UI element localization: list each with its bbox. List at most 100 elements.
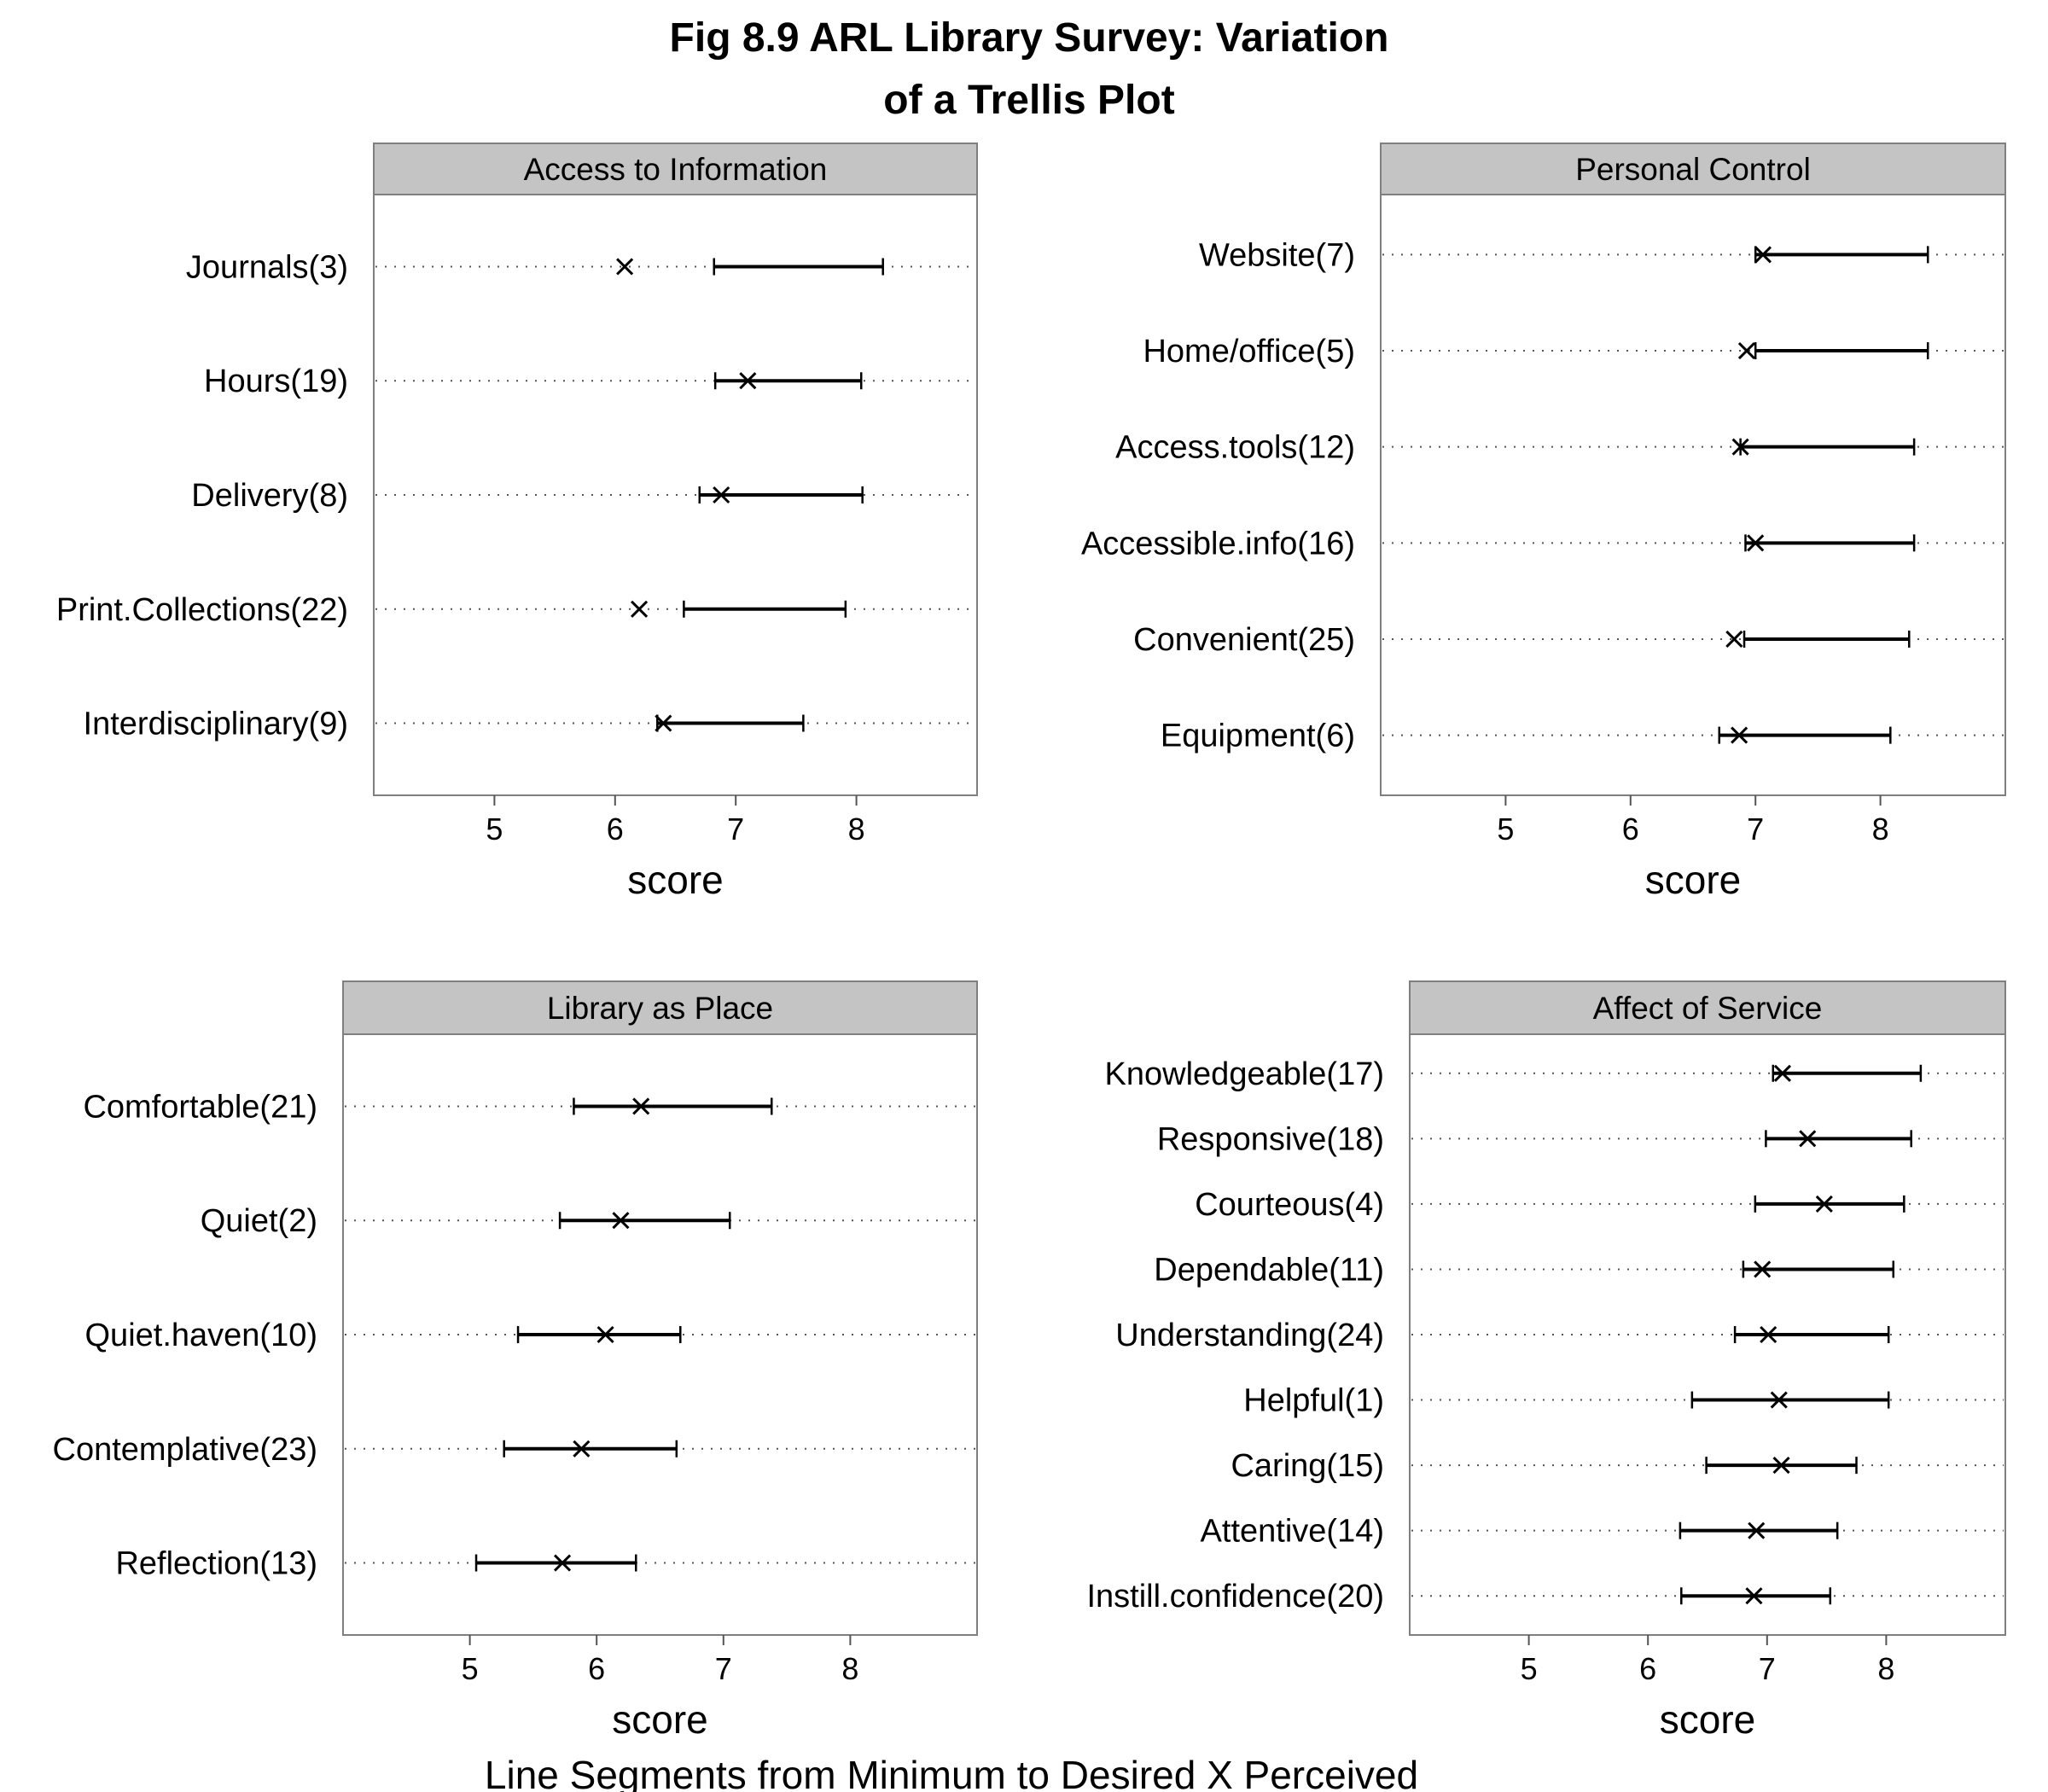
perceived-stroke-b: [596, 1325, 614, 1344]
panel-strip: [1380, 143, 2006, 195]
perceived-stroke-b: [1773, 1064, 1792, 1082]
row-label: Convenient(25): [1133, 622, 1355, 658]
perceived-stroke-b: [1799, 1130, 1817, 1148]
x-tick-label: 5: [1497, 812, 1514, 847]
panel-strip: [342, 980, 978, 1035]
row-label: Helpful(1): [1243, 1383, 1384, 1419]
perceived-stroke-b: [631, 600, 649, 618]
perceived-marker: [632, 1097, 650, 1115]
perceived-stroke-b: [1760, 1325, 1777, 1344]
panel-plot-box: [373, 194, 978, 796]
perceived-stroke-b: [632, 1097, 650, 1115]
perceived-marker: [1754, 246, 1772, 264]
perceived-stroke-b: [1745, 1587, 1763, 1605]
panel-access-to-information: Access to Information Journals(3) Hours(19…: [56, 143, 978, 902]
perceived-marker: [1772, 1457, 1790, 1475]
perceived-stroke-b: [1731, 726, 1748, 744]
x-tick-label: 8: [848, 812, 865, 847]
perceived-marker: [1760, 1325, 1777, 1344]
panel-affect-of-service: Affect of Service Knowledgeable(17) Respon…: [1086, 980, 2006, 1742]
row-label: Responsive(18): [1157, 1121, 1384, 1157]
perceived-marker: [616, 258, 634, 276]
x-tick-label: 8: [1877, 1651, 1894, 1686]
row-label: Understanding(24): [1115, 1318, 1384, 1353]
perceived-marker: [573, 1440, 591, 1457]
x-axis-title: score: [1645, 858, 1741, 902]
panel-strip-title: Access to Information: [524, 152, 828, 187]
row-label: Hours(19): [204, 364, 348, 399]
perceived-marker: [631, 600, 649, 618]
row-label: Courteous(4): [1195, 1187, 1384, 1223]
x-tick-label: 7: [1759, 1651, 1776, 1686]
row-label: Equipment(6): [1161, 719, 1355, 754]
perceived-stroke-b: [1737, 341, 1756, 360]
perceived-marker: [739, 372, 757, 390]
perceived-marker: [1747, 534, 1765, 552]
row-label: Home/office(5): [1143, 334, 1355, 369]
x-axis-title: score: [612, 1697, 707, 1742]
perceived-marker: [612, 1212, 630, 1230]
perceived-marker: [1754, 1260, 1772, 1278]
row-label: Website(7): [1199, 237, 1355, 273]
x-tick-label: 7: [1747, 812, 1764, 847]
perceived-stroke-b: [713, 486, 730, 504]
panel-plot-box: [1409, 1033, 2006, 1636]
perceived-marker: [1773, 1064, 1792, 1082]
row-label: Caring(15): [1231, 1448, 1384, 1484]
x-tick-label: 8: [1872, 812, 1889, 847]
row-label: Instill.confidence(20): [1086, 1579, 1384, 1615]
perceived-stroke-b: [1754, 1260, 1772, 1278]
x-axis-title: score: [627, 858, 723, 902]
row-label: Comfortable(21): [83, 1089, 317, 1125]
perceived-marker: [1725, 630, 1743, 649]
chart-title-line1: Fig 8.9 ARL Library Survey: Variation: [670, 15, 1389, 61]
perceived-stroke-b: [616, 258, 634, 276]
perceived-marker: [554, 1554, 572, 1572]
row-label: Accessible.info(16): [1081, 526, 1355, 561]
row-label: Contemplative(23): [53, 1432, 317, 1468]
x-tick-label: 8: [841, 1651, 858, 1686]
panels-group: Access to Information Journals(3) Hours(19…: [53, 143, 2006, 1742]
legend-text: Line Segments from Minimum to Desired X …: [485, 1753, 1418, 1792]
x-tick-label: 5: [1521, 1651, 1538, 1686]
row-label: Reflection(13): [115, 1546, 317, 1582]
perceived-marker: [1745, 1587, 1763, 1605]
perceived-marker: [655, 714, 672, 732]
row-label: Attentive(14): [1201, 1514, 1384, 1550]
perceived-stroke-b: [1747, 534, 1765, 552]
perceived-stroke-b: [1815, 1195, 1833, 1213]
row-label: Print.Collections(22): [56, 592, 348, 628]
perceived-stroke-b: [1725, 630, 1743, 649]
panel-strip: [373, 143, 978, 195]
x-tick-label: 6: [588, 1651, 605, 1686]
perceived-stroke-b: [1731, 438, 1749, 456]
perceived-stroke-b: [1748, 1521, 1766, 1539]
perceived-marker: [1737, 341, 1756, 360]
perceived-stroke-b: [573, 1440, 591, 1457]
perceived-stroke-b: [554, 1554, 572, 1572]
panel-strip-title: Affect of Service: [1593, 991, 1823, 1026]
row-label: Journals(3): [186, 249, 348, 285]
panel-strip-title: Library as Place: [547, 991, 773, 1026]
perceived-stroke-b: [1754, 246, 1772, 264]
perceived-stroke-b: [612, 1212, 630, 1230]
perceived-marker: [1799, 1130, 1817, 1148]
panel-plot-box: [1380, 194, 2006, 796]
x-tick-label: 6: [1639, 1651, 1656, 1686]
perceived-marker: [713, 486, 730, 504]
x-tick-label: 5: [486, 812, 503, 847]
row-label: Interdisciplinary(9): [84, 707, 348, 742]
x-tick-label: 5: [462, 1651, 479, 1686]
row-label: Access.tools(12): [1115, 430, 1355, 466]
x-tick-label: 6: [1622, 812, 1639, 847]
perceived-stroke-b: [1770, 1391, 1788, 1409]
perceived-marker: [1770, 1391, 1788, 1409]
x-axis-title: score: [1660, 1697, 1755, 1742]
panel-personal-control: Personal Control Website(7) Home/office(5)…: [1081, 143, 2006, 902]
perceived-marker: [596, 1325, 614, 1344]
row-label: Delivery(8): [191, 478, 348, 514]
panel-library-as-place: Library as Place Comfortable(21) Quiet(2) Q…: [53, 980, 978, 1742]
row-label: Quiet(2): [201, 1203, 317, 1239]
x-tick-label: 6: [607, 812, 624, 847]
